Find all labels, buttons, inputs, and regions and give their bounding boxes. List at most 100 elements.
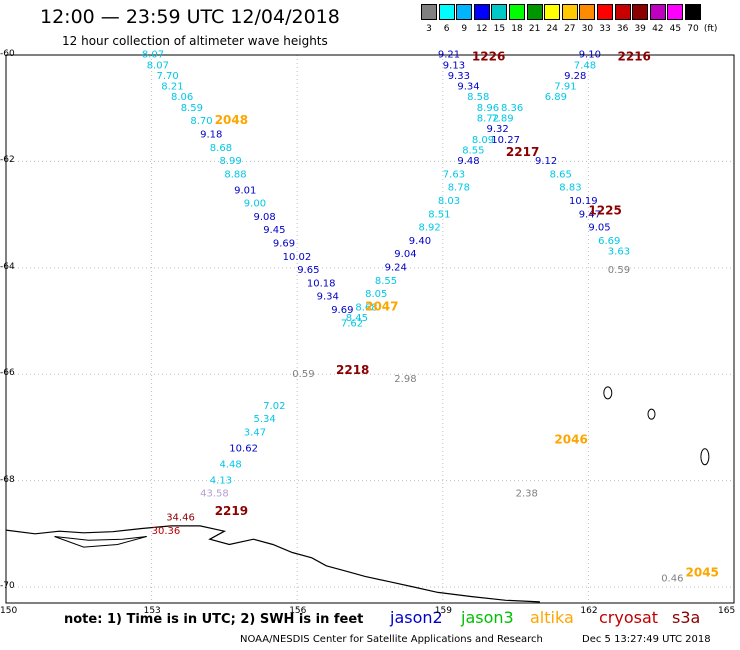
- swh-value-label: 7.89: [491, 114, 513, 125]
- pass-time-label: 2219: [215, 504, 248, 518]
- pass-time-label: 2216: [618, 49, 651, 63]
- swh-value-label: 9.12: [535, 156, 557, 167]
- colorbar-swatch: [579, 4, 596, 20]
- colorbar-label: 36: [616, 24, 629, 34]
- footer-note: note: 1) Time is in UTC; 2) SWH is in fe…: [64, 612, 364, 627]
- credit-text: NOAA/NESDIS Center for Satellite Applica…: [240, 634, 543, 645]
- swh-value-label: 7.63: [443, 169, 465, 180]
- lat-tick-label: -62: [0, 155, 15, 166]
- colorbar-swatch: [685, 4, 701, 20]
- satellite-legend-altika: altika: [530, 608, 574, 627]
- swh-value-label: 9.01: [234, 185, 256, 196]
- lon-tick-label: 159: [434, 606, 452, 616]
- lon-tick-label: 165: [718, 606, 736, 616]
- colorbar-label: 33: [599, 24, 611, 34]
- swh-value-label: 7.02: [263, 401, 285, 412]
- swh-value-label: 8.45: [346, 313, 368, 324]
- lat-tick-label: -70: [0, 581, 15, 592]
- swh-value-label: 9.21: [438, 50, 460, 61]
- swh-value-label: 9.10: [579, 50, 601, 61]
- colorbar-swatch: [667, 4, 684, 20]
- lon-tick-label: 156: [289, 606, 307, 616]
- swh-value-label: 9.24: [385, 263, 407, 274]
- colorbar-label: 30: [581, 24, 594, 34]
- swh-value-label: 7.48: [574, 60, 596, 71]
- swh-value-label: 4.13: [210, 475, 232, 486]
- swh-value-label: 0.59: [292, 369, 314, 380]
- swh-value-label: 8.68: [355, 302, 377, 313]
- lat-tick-label: -66: [0, 368, 15, 379]
- satellite-legend-cryosat: cryosat: [599, 608, 659, 627]
- swh-value-label: 10.19: [569, 196, 598, 207]
- map-frame: [5, 54, 735, 604]
- colorbar-label: 70: [687, 24, 699, 34]
- satellite-legend-jason3: jason3: [461, 608, 514, 627]
- swh-value-label: 8.70: [190, 116, 212, 127]
- swh-value-label: 8.72: [477, 114, 499, 125]
- swh-value-label: 9.69: [273, 239, 295, 250]
- swh-value-label: 8.07: [142, 50, 164, 61]
- swh-value-label: 8.05: [365, 289, 387, 300]
- colorbar-label: 27: [564, 24, 576, 34]
- swh-value-label: 7.70: [157, 71, 179, 82]
- colorbar-label: 3: [426, 24, 432, 34]
- swh-value-label: 10.02: [283, 252, 312, 263]
- swh-value-label: 8.55: [375, 276, 397, 287]
- colorbar-swatch: [526, 4, 543, 20]
- swh-value-label: 9.04: [394, 249, 416, 260]
- swh-value-label: 5.34: [254, 414, 276, 425]
- colorbar-label: 9: [461, 24, 468, 34]
- swh-value-label: 6.69: [598, 236, 620, 247]
- coastline: [54, 536, 147, 548]
- island-outline: [700, 448, 710, 466]
- coastline: [5, 525, 540, 603]
- colorbar-label: 39: [634, 24, 646, 34]
- map-title: 12:00 — 23:59 UTC 12/04/2018: [40, 6, 340, 28]
- swh-value-label: 8.09: [472, 135, 494, 146]
- swh-value-label: 8.96: [477, 103, 499, 114]
- swh-value-label: 0.46: [661, 574, 683, 585]
- swh-value-label: 9.13: [443, 60, 465, 71]
- colorbar-swatch: [438, 4, 455, 20]
- swh-value-label: 9.32: [487, 124, 509, 135]
- swh-value-label: 9.18: [200, 130, 222, 141]
- swh-value-label: 9.40: [409, 236, 431, 247]
- swh-value-label: 9.05: [588, 223, 610, 234]
- colorbar-label: 42: [652, 24, 664, 34]
- swh-value-label: 8.21: [161, 82, 183, 93]
- lon-tick-label: 153: [143, 606, 161, 616]
- swh-value-label: 8.55: [462, 145, 484, 156]
- pass-time-label: 2048: [215, 113, 248, 127]
- colorbar-swatch: [456, 4, 473, 20]
- colorbar-swatch: [509, 4, 525, 20]
- swh-value-label: 10.62: [229, 443, 258, 454]
- pass-time-label: 1226: [472, 49, 505, 63]
- swh-value-label: 8.83: [559, 183, 581, 194]
- lat-tick-label: -60: [0, 49, 15, 59]
- swh-value-label: 9.48: [457, 156, 479, 167]
- swh-value-label: 9.47: [579, 209, 601, 220]
- pass-time-label: 2217: [506, 145, 539, 159]
- swh-value-label: 34.46: [166, 513, 195, 524]
- swh-value-label: 3.63: [608, 247, 630, 258]
- colorbar-swatch: [561, 4, 578, 20]
- colorbar-label: 15: [493, 24, 506, 34]
- swh-value-label: 8.99: [220, 156, 242, 167]
- colorbar-swatch: [473, 4, 490, 20]
- lon-tick-label: 162: [580, 606, 598, 616]
- swh-value-label: 9.00: [244, 199, 266, 210]
- colorbar-swatch: [614, 4, 631, 20]
- swh-value-label: 9.69: [331, 305, 353, 316]
- swh-value-label: 8.65: [550, 169, 572, 180]
- swh-value-label: 9.08: [254, 212, 276, 223]
- colorbar-label: 18: [511, 24, 523, 34]
- pass-time-label: 1225: [588, 204, 621, 218]
- pass-time-label: 2218: [336, 363, 369, 377]
- swh-value-label: 8.78: [448, 183, 470, 194]
- swh-value-label: 9.28: [564, 71, 586, 82]
- swh-value-label: 6.89: [545, 92, 567, 103]
- swh-value-label: 30.36: [152, 526, 181, 537]
- swh-value-label: 8.58: [467, 92, 489, 103]
- swh-value-label: 8.59: [181, 103, 203, 114]
